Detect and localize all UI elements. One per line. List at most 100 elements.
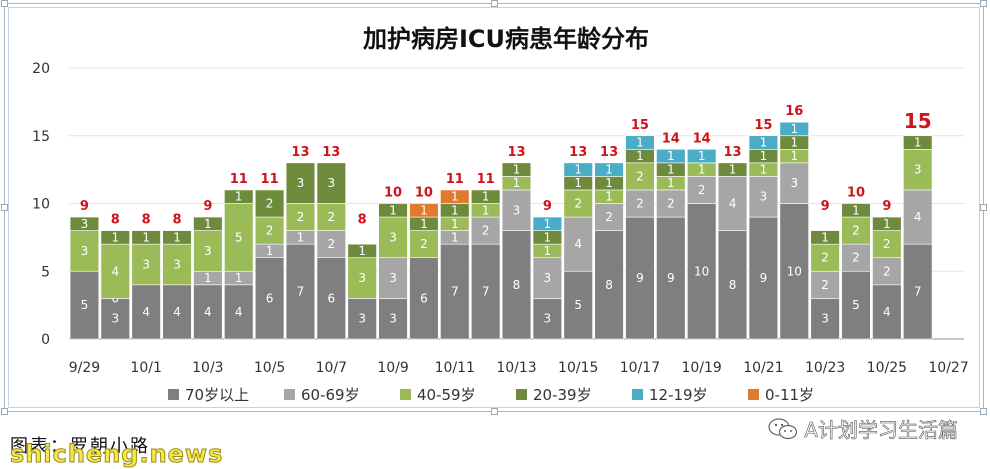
total-label: 13 <box>291 145 309 160</box>
x-tick-label: 10/11 <box>435 360 475 376</box>
bar-segment <box>193 216 223 231</box>
watermark: shicheng.news <box>9 440 224 469</box>
segment-label: 2 <box>883 237 891 251</box>
bar-segment <box>717 176 748 231</box>
bar-segment <box>687 203 717 340</box>
bar-segment <box>501 189 532 231</box>
segment-label: 1 <box>574 163 582 177</box>
segment-label: 2 <box>698 183 706 197</box>
bar-segment <box>779 162 809 204</box>
segment-label: 1 <box>389 203 397 217</box>
segment-label: 3 <box>142 257 150 271</box>
bar-segment <box>409 257 439 340</box>
segment-label: 3 <box>81 244 89 258</box>
resize-handle[interactable] <box>980 408 987 415</box>
total-label: 11 <box>261 172 279 187</box>
total-label: 8 <box>172 213 181 228</box>
segment-label: 2 <box>821 251 829 265</box>
segment-label: 2 <box>667 197 675 211</box>
bar-segment <box>131 230 161 245</box>
bar-segment <box>100 243 130 299</box>
resize-handle[interactable] <box>1 408 8 415</box>
chart-title: 加护病房ICU病患年龄分布 <box>363 25 649 53</box>
segment-label: 1 <box>605 163 613 177</box>
segment-label: 1 <box>235 190 243 204</box>
bar-segment <box>470 216 501 245</box>
segment-label: 1 <box>235 271 243 285</box>
segment-label: 1 <box>760 163 768 177</box>
bar-segment <box>563 162 593 177</box>
bar-segment <box>378 203 408 218</box>
segment-label: 5 <box>235 230 243 244</box>
bar-segment <box>594 230 624 340</box>
segment-label: 5 <box>81 298 89 312</box>
bar-segment <box>100 298 130 340</box>
bar-segment <box>625 216 655 340</box>
resize-handle[interactable] <box>491 0 498 7</box>
legend-label: 60-69岁 <box>301 386 360 404</box>
segment-label: 2 <box>636 169 644 183</box>
bar-segment <box>563 270 593 340</box>
bar-segment <box>254 189 285 218</box>
segment-label: 1 <box>636 149 644 163</box>
resize-handle[interactable] <box>980 204 987 211</box>
x-tick-label: 10/17 <box>620 360 660 376</box>
segment-label: 6 <box>420 291 428 305</box>
segment-label: 3 <box>790 176 798 190</box>
legend-swatch <box>284 389 295 400</box>
segment-label: 1 <box>111 230 119 244</box>
resize-handle[interactable] <box>980 0 987 7</box>
segment-label: 2 <box>266 197 274 211</box>
total-label: 9 <box>80 199 89 214</box>
segment-label: 2 <box>266 224 274 238</box>
bar-segment <box>903 135 933 150</box>
wechat-account-name: A计划学习生活篇 <box>804 418 958 443</box>
bar-segment <box>470 189 501 204</box>
bar-series: 5333041431431413141516122712362233313331… <box>69 121 933 340</box>
x-tick-label: 10/27 <box>928 360 968 376</box>
segment-label: 1 <box>451 190 459 204</box>
bar-segment <box>717 162 748 177</box>
total-label: 16 <box>785 104 803 119</box>
bar-segment <box>193 230 223 272</box>
bar-segment <box>903 243 933 340</box>
y-tick-label: 0 <box>41 332 50 348</box>
bar-segment <box>69 230 100 272</box>
segment-label: 7 <box>451 285 459 299</box>
segment-label: 2 <box>328 210 336 224</box>
segment-label: 4 <box>173 305 181 319</box>
bar-segment <box>656 149 686 164</box>
resize-handle[interactable] <box>1 0 8 7</box>
bar-segment <box>254 216 285 245</box>
y-tick-label: 5 <box>41 264 50 280</box>
legend-label: 40-59岁 <box>417 386 476 404</box>
legend-swatch <box>516 389 527 400</box>
bar-segment <box>872 216 902 231</box>
segment-label: 5 <box>574 298 582 312</box>
segment-label: 1 <box>790 122 798 136</box>
legend-label: 12-19岁 <box>649 386 708 404</box>
segment-label: 1 <box>729 163 737 177</box>
x-tick-label: 10/25 <box>867 360 907 376</box>
x-axis-ticks: 9/29 10/1 10/3 10/5 10/7 10/9 10/11 10/13 10/15 1… <box>69 360 969 376</box>
y-tick-label: 20 <box>32 61 50 77</box>
figure-caption: 图表：罗朝小路 <box>10 436 150 457</box>
bar-segment <box>69 216 100 231</box>
total-label: 13 <box>600 145 618 160</box>
x-tick-label: 10/23 <box>805 360 845 376</box>
bar-segment <box>532 298 563 340</box>
resize-handle[interactable] <box>1 204 8 211</box>
wechat-account: A计划学习生活篇 <box>768 414 958 443</box>
total-label: 9 <box>203 199 212 214</box>
segment-label: 8 <box>605 278 613 292</box>
resize-handle[interactable] <box>491 408 498 415</box>
segment-label: 1 <box>544 217 552 231</box>
bar-segment <box>748 176 779 218</box>
bar-segment <box>810 298 840 340</box>
x-tick-label: 10/9 <box>377 360 408 376</box>
total-label: 15 <box>631 118 649 133</box>
segment-label: 5 <box>852 298 860 312</box>
y-tick-label: 10 <box>32 197 50 213</box>
segment-label: 1 <box>204 271 212 285</box>
bar-segment <box>656 216 686 340</box>
